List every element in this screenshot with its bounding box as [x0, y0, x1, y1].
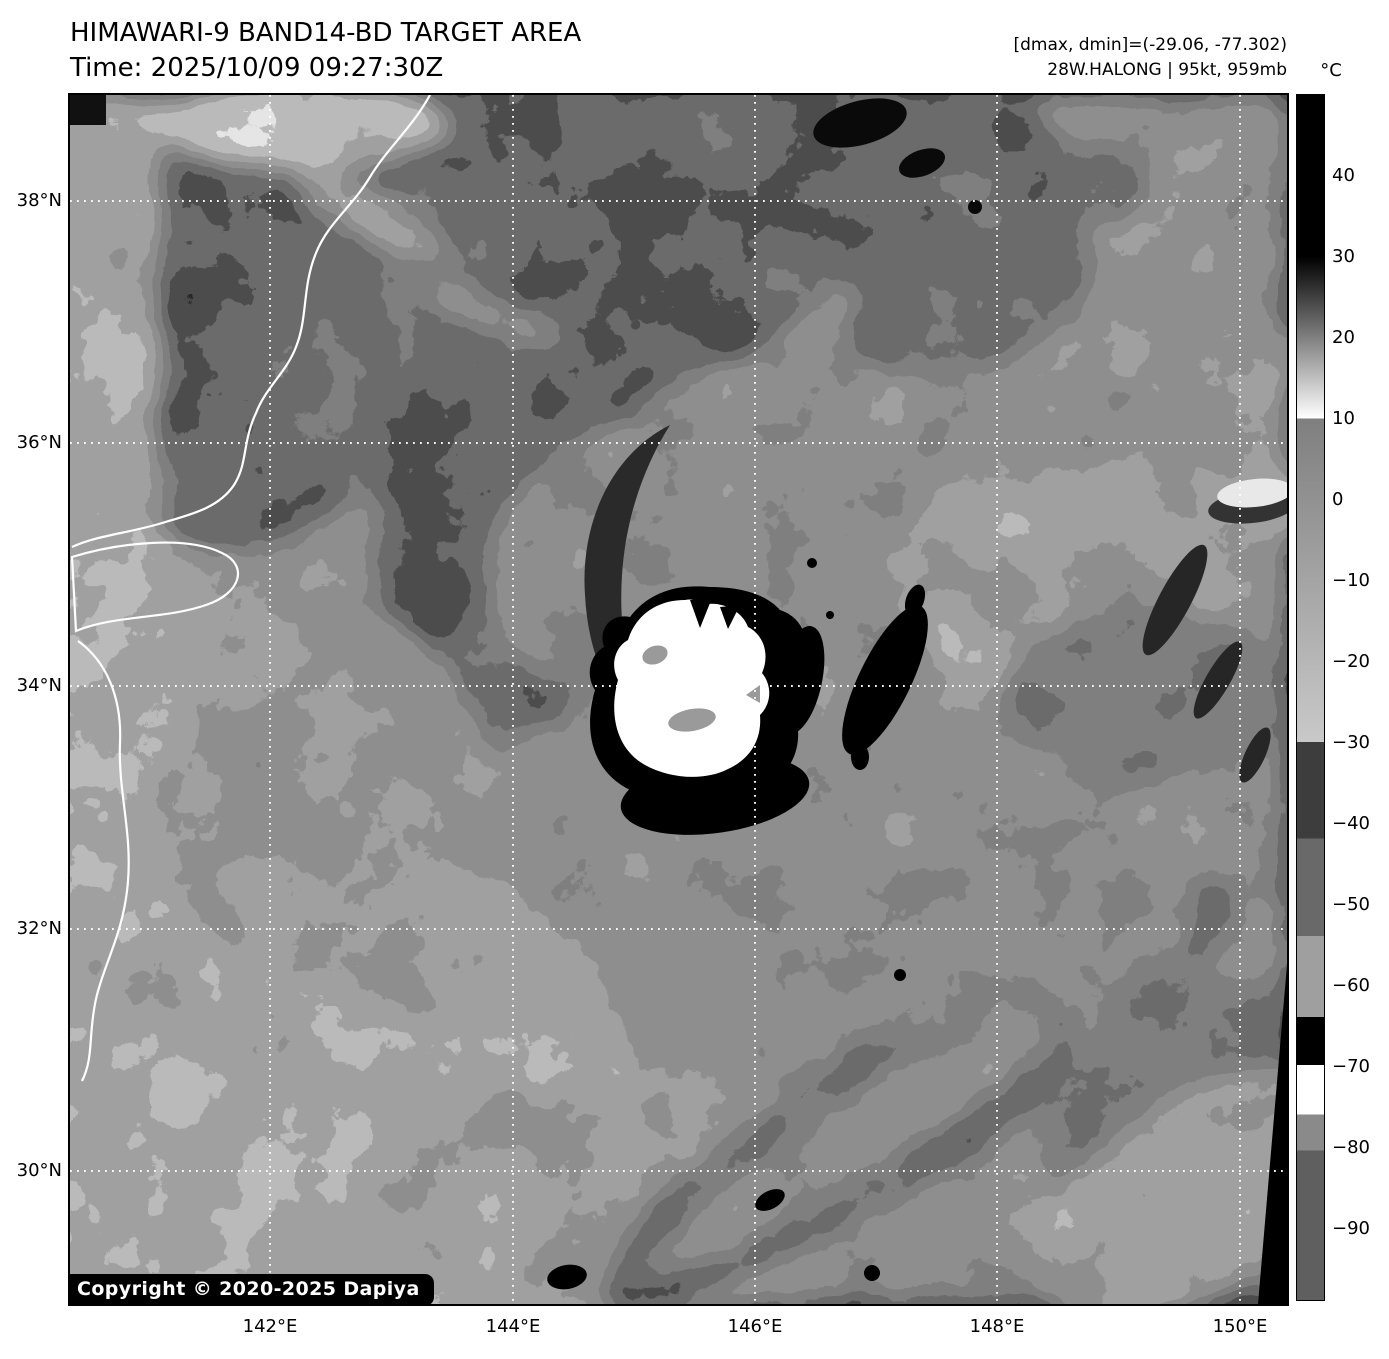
- x-tick-label: 142°E: [242, 1316, 298, 1337]
- colorbar-tick-label: −50: [1332, 894, 1370, 915]
- copyright-badge: Copyright © 2020-2025 Dapiya: [68, 1274, 434, 1306]
- colorbar-tick-label: 20: [1332, 327, 1355, 348]
- east-dark-streaks: [1142, 544, 1271, 783]
- south-cold-bits: [547, 969, 906, 1290]
- colorbar-tick-label: 10: [1332, 408, 1355, 429]
- no-data-wedge: [1258, 965, 1287, 1304]
- x-tick-label: 150°E: [1212, 1316, 1268, 1337]
- cold-cloud-streaks: [772, 558, 928, 770]
- dmax-dmin-label: [dmax, dmin]=(-29.06, -77.302): [1013, 35, 1288, 55]
- east-bright-speck: [1217, 478, 1287, 508]
- y-tick-label: 36°N: [16, 432, 62, 453]
- colorbar-tick-label: −80: [1332, 1137, 1370, 1158]
- colorbar-unit-label: °C: [1320, 60, 1342, 81]
- y-tick-label: 38°N: [16, 190, 62, 211]
- colorbar-tick-label: 40: [1332, 165, 1355, 186]
- colorbar-tick-label: −30: [1332, 732, 1370, 753]
- satellite-scene: [70, 95, 1287, 1304]
- coastline: [70, 95, 432, 1082]
- x-tick-label: 148°E: [969, 1316, 1025, 1337]
- time-label: Time: 2025/10/09 09:27:30Z: [70, 53, 444, 83]
- storm-id-intensity-label: 28W.HALONG | 95kt, 959mb: [1047, 60, 1287, 80]
- colorbar-tick-label: 30: [1332, 246, 1355, 267]
- cloud-field: [70, 95, 1287, 1304]
- colorbar-tick-label: −40: [1332, 813, 1370, 834]
- colorbar-tick-label: 0: [1332, 489, 1344, 510]
- storm-info-block: [dmax, dmin]=(-29.06, -77.302) 28W.HALON…: [1014, 33, 1288, 83]
- map-frame: Copyright © 2020-2025 Dapiya: [68, 93, 1289, 1306]
- title-block: HIMAWARI-9 BAND14-BD TARGET AREA Time: 2…: [70, 16, 581, 86]
- x-tick-label: 144°E: [485, 1316, 541, 1337]
- colorbar-tick-label: −10: [1332, 570, 1370, 591]
- x-tick-label: 146°E: [727, 1316, 783, 1337]
- colorbar-tick-label: −90: [1332, 1218, 1370, 1239]
- corner-dark-patch: [70, 95, 106, 125]
- colorbar-tick-label: −70: [1332, 1056, 1370, 1077]
- y-tick-label: 30°N: [16, 1160, 62, 1181]
- page-title: HIMAWARI-9 BAND14-BD TARGET AREA: [70, 18, 582, 48]
- colorbar-tick-label: −60: [1332, 975, 1370, 996]
- coldest-cloud-top: [614, 599, 770, 777]
- y-tick-label: 34°N: [16, 675, 62, 696]
- colorbar: [1296, 94, 1325, 1301]
- typhoon-eye: [589, 586, 825, 835]
- feature-overlays: [70, 95, 1287, 1304]
- colorbar-tick-label: −20: [1332, 651, 1370, 672]
- north-cold-patches: [813, 98, 982, 214]
- y-tick-label: 32°N: [16, 918, 62, 939]
